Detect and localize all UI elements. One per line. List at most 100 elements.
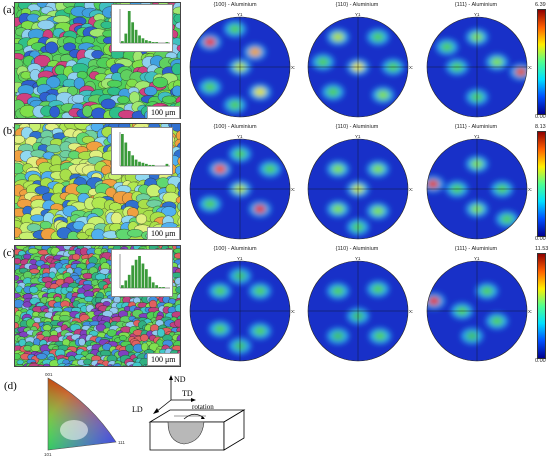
pole-figure-100-b: Y1 X1 bbox=[189, 134, 295, 240]
grain bbox=[28, 248, 39, 255]
pf-axis-x-label: X1 bbox=[528, 309, 532, 314]
intensity-spot bbox=[249, 47, 261, 57]
scale-bar-c: 100 μm bbox=[147, 353, 180, 366]
grain bbox=[175, 196, 180, 204]
grain bbox=[119, 335, 127, 341]
histogram-bar bbox=[141, 38, 145, 43]
grain bbox=[82, 105, 93, 118]
pf-axis-x-label: X1 bbox=[528, 65, 532, 70]
grain bbox=[32, 311, 40, 317]
intensity-spot bbox=[428, 296, 440, 306]
intensity-spot bbox=[204, 82, 216, 92]
pf-axis-x-label: X1 bbox=[409, 309, 413, 314]
intensity-spot bbox=[515, 67, 527, 77]
histogram-bar bbox=[134, 259, 138, 288]
grain bbox=[177, 263, 180, 269]
intensity-spot bbox=[214, 286, 226, 296]
colorbar-a bbox=[537, 9, 546, 115]
pole-figure-111-b: Y1 X1 bbox=[426, 134, 532, 240]
grain bbox=[149, 299, 158, 309]
histogram-bar bbox=[155, 285, 159, 288]
grain bbox=[15, 353, 22, 360]
grain bbox=[68, 364, 78, 366]
grain bbox=[26, 223, 42, 232]
histogram-bar bbox=[151, 282, 155, 288]
histogram-bar bbox=[155, 42, 159, 43]
intensity-spot bbox=[372, 164, 384, 174]
pf-title-111-a: {111} - Aluminium bbox=[454, 2, 498, 8]
ipf-corner-111: 111 bbox=[118, 440, 125, 445]
grain bbox=[30, 344, 41, 352]
histogram-bar bbox=[138, 161, 141, 166]
pf-axis-y-label: Y1 bbox=[474, 12, 480, 17]
panel-label-a: (a) bbox=[3, 4, 16, 16]
grain bbox=[177, 217, 180, 226]
colorbar-max-b: 8.13 bbox=[535, 124, 546, 130]
intensity-spot bbox=[491, 316, 503, 326]
grain bbox=[100, 98, 116, 110]
pf-axis-y-label: Y1 bbox=[474, 256, 480, 261]
pf-title-110-a: {110} - Aluminium bbox=[335, 2, 379, 8]
histogram-bar bbox=[165, 163, 169, 166]
intensity-spot bbox=[372, 284, 384, 294]
pf-axis-y-label: Y1 bbox=[237, 12, 243, 17]
grain bbox=[42, 324, 52, 332]
ipf-corner-001: 001 bbox=[45, 372, 53, 377]
ipf-color-triangle: 001 101 111 bbox=[44, 372, 125, 456]
pf-title-111-b: {111} - Aluminium bbox=[454, 124, 498, 130]
grain bbox=[110, 212, 123, 225]
intensity-spot bbox=[254, 286, 266, 296]
pf-title-110-c: {110} - Aluminium bbox=[335, 246, 379, 252]
pole-figure-110-b: Y1 X1 bbox=[307, 134, 413, 240]
grain bbox=[30, 214, 45, 222]
colorbar-max-c: 11.53 bbox=[535, 246, 549, 252]
grain bbox=[28, 362, 40, 366]
grain bbox=[177, 202, 180, 211]
grain bbox=[37, 19, 55, 30]
grain bbox=[175, 21, 180, 30]
grain bbox=[45, 41, 59, 54]
panel-label-b: (b) bbox=[3, 125, 16, 137]
grain bbox=[82, 272, 93, 280]
grain bbox=[15, 43, 24, 52]
colorbar-min-c: 0.00 bbox=[535, 358, 546, 364]
panel-label-c: (c) bbox=[3, 247, 16, 259]
histogram-bar bbox=[124, 280, 128, 288]
pf-axis-y-label: Y1 bbox=[237, 256, 243, 261]
pole-figure-111-c: Y1 X1 bbox=[426, 256, 532, 362]
intensity-spot bbox=[332, 204, 344, 214]
pf-title-100-a: {100} - Aluminium bbox=[213, 2, 257, 8]
grain bbox=[52, 15, 71, 24]
intensity-spot bbox=[374, 331, 386, 341]
colorbar-b bbox=[537, 131, 546, 237]
intensity-spot bbox=[264, 164, 276, 174]
grain bbox=[15, 275, 20, 281]
intensity-spot bbox=[204, 37, 216, 47]
histogram-bar bbox=[148, 41, 152, 43]
grain bbox=[88, 365, 95, 366]
colorbar-min-b: 0.00 bbox=[535, 236, 546, 242]
grain bbox=[71, 253, 81, 261]
intensity-spot bbox=[332, 32, 344, 42]
grain bbox=[161, 95, 177, 104]
histogram-bar bbox=[145, 269, 148, 288]
grain bbox=[23, 345, 32, 352]
intensity-spot bbox=[441, 42, 453, 52]
grain bbox=[83, 358, 92, 366]
intensity-spot bbox=[427, 179, 439, 189]
pf-title-100-b: {100} - Aluminium bbox=[213, 124, 257, 130]
pf-axis-x-label: X1 bbox=[409, 187, 413, 192]
histogram-bar bbox=[127, 274, 131, 288]
histogram-bar bbox=[124, 33, 128, 43]
histogram-bar bbox=[151, 164, 155, 166]
intensity-spot bbox=[229, 24, 241, 34]
grain bbox=[34, 185, 50, 195]
histogram-bar bbox=[145, 40, 148, 43]
grain bbox=[73, 77, 85, 90]
grain bbox=[59, 315, 71, 322]
intensity-spot bbox=[254, 87, 266, 97]
pf-axis-y-label: Y1 bbox=[237, 134, 243, 139]
scale-bar-b: 100 μm bbox=[147, 227, 180, 240]
grain bbox=[177, 181, 180, 192]
histogram-bar bbox=[145, 163, 148, 166]
